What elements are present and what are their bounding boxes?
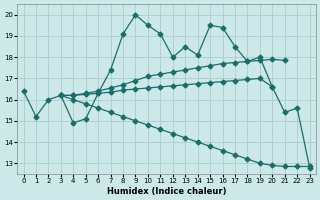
X-axis label: Humidex (Indice chaleur): Humidex (Indice chaleur) [107, 187, 226, 196]
